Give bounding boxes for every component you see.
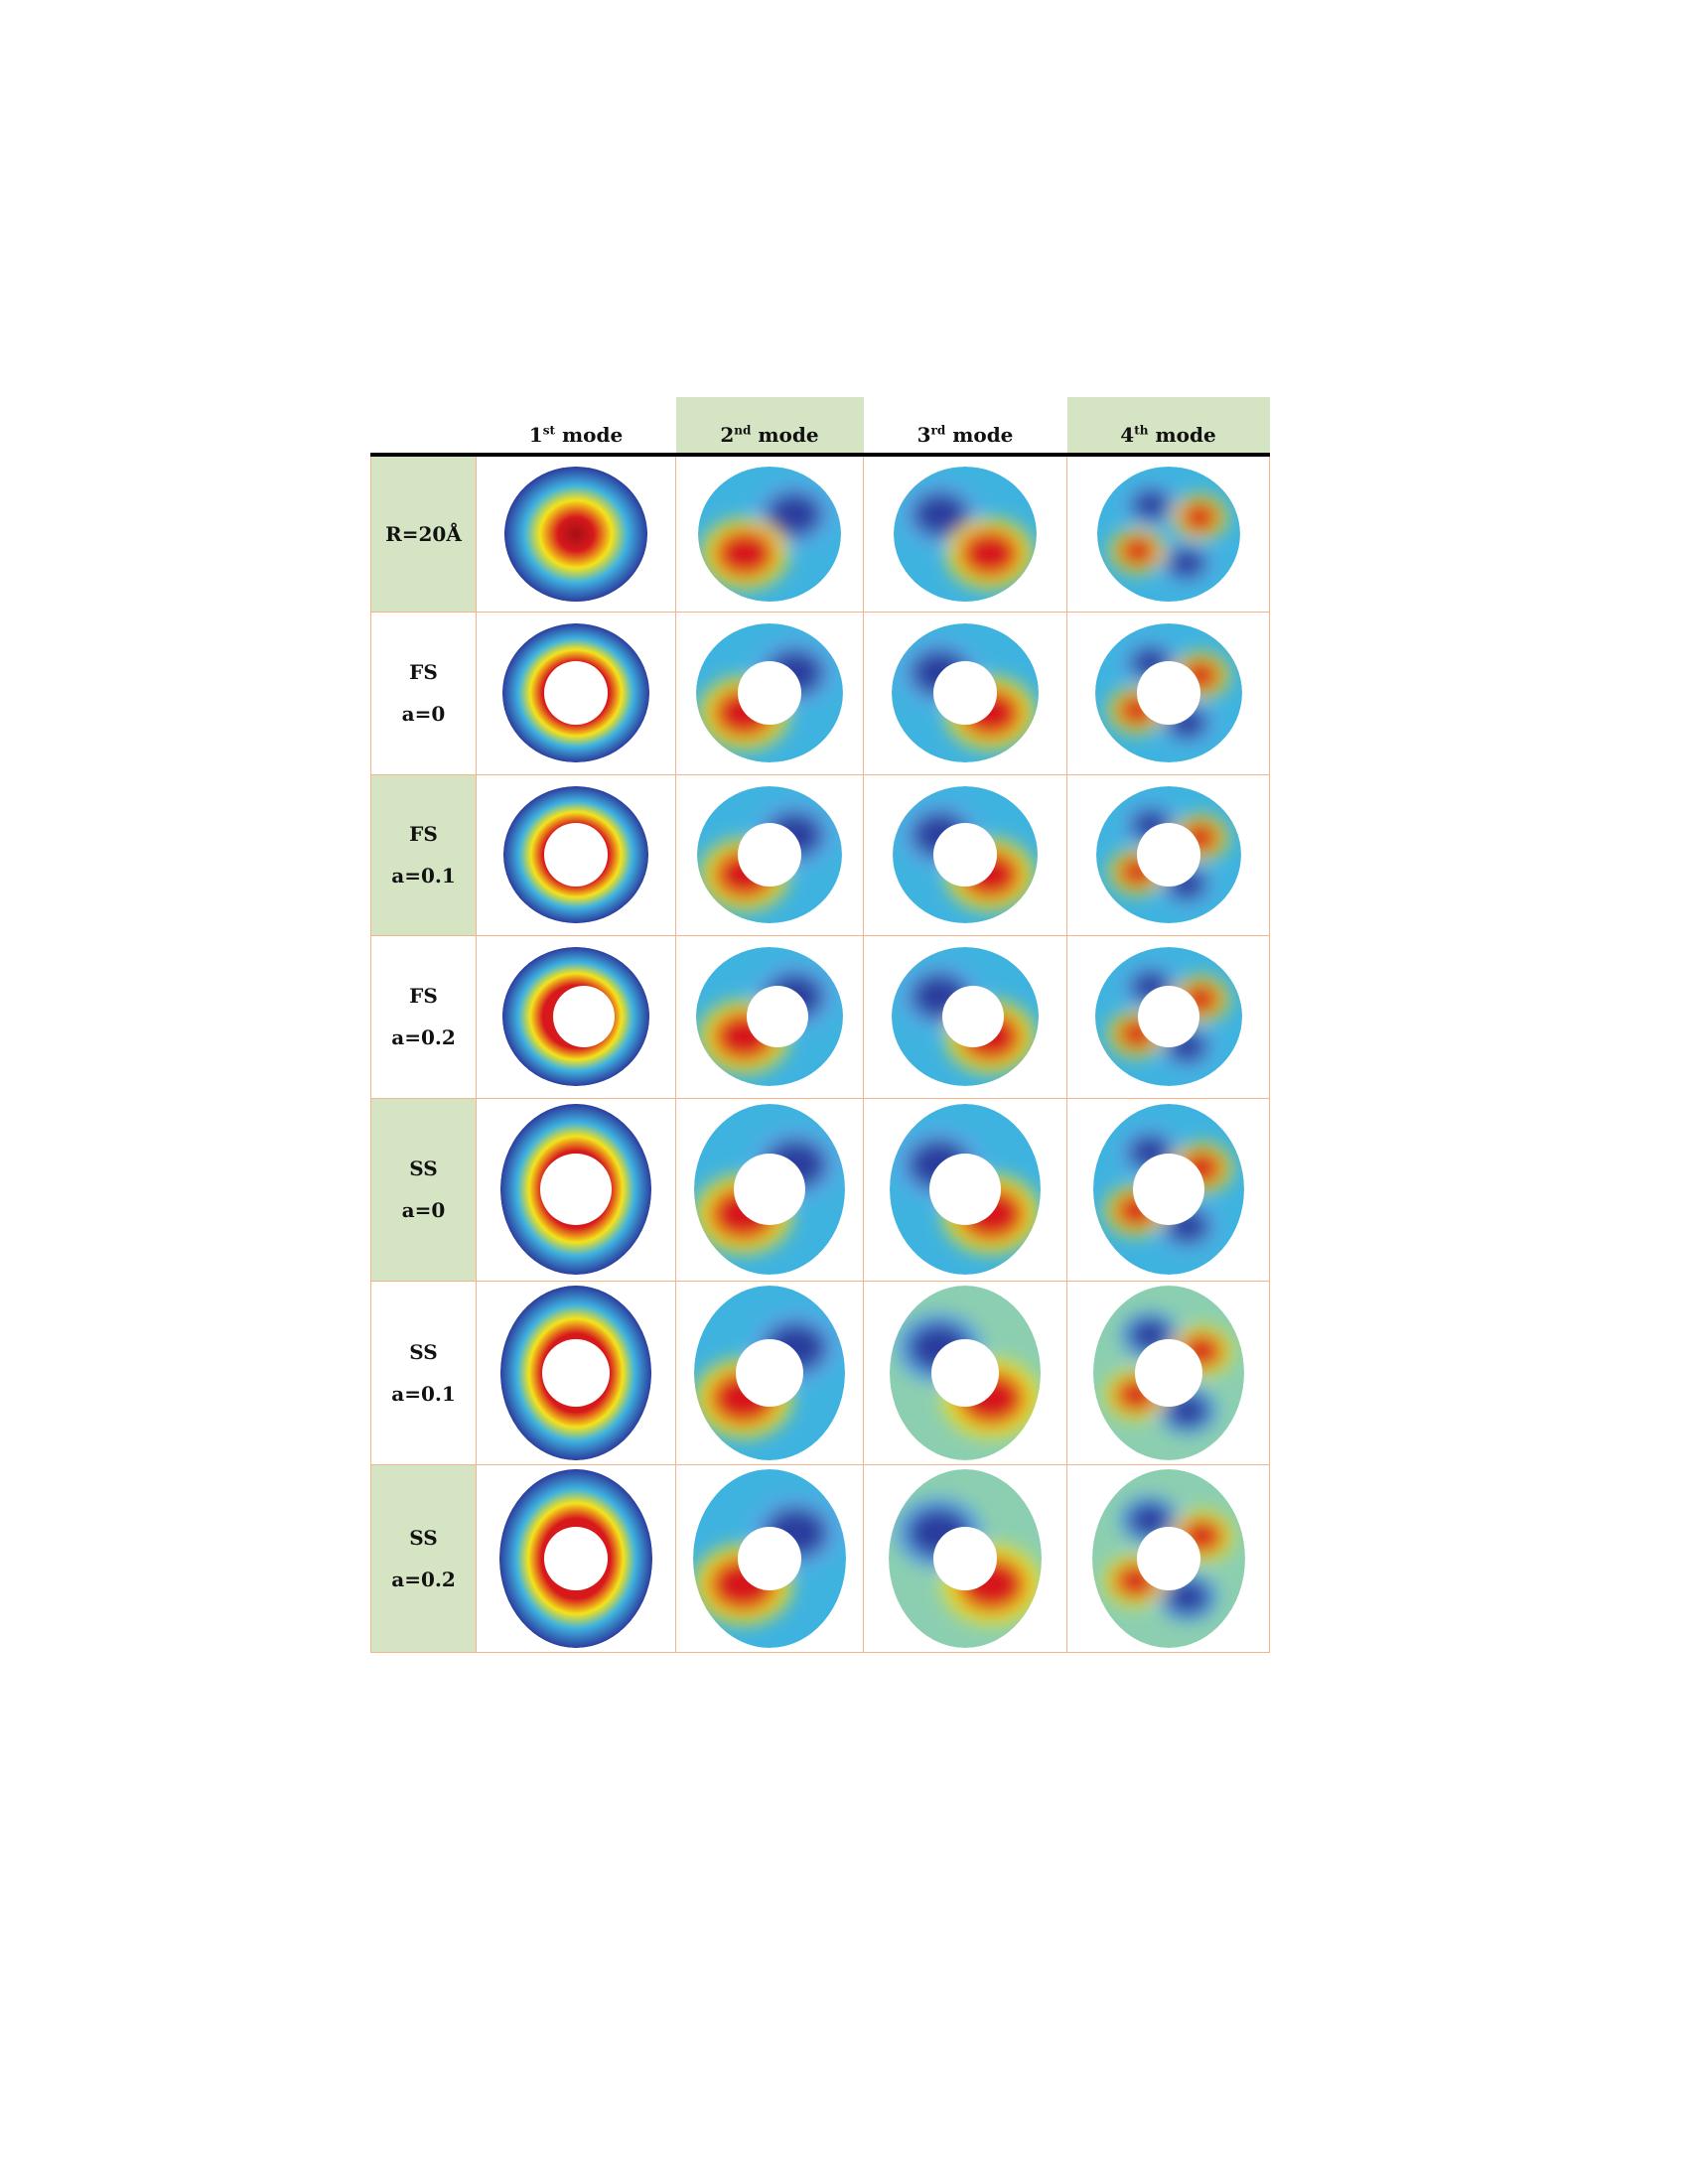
mode-shape-cell	[476, 611, 676, 775]
mode-shape-plot	[504, 466, 647, 602]
table-row: R=20Å	[370, 454, 1270, 613]
row-label: SS a=0	[370, 1097, 477, 1282]
row-label: R=20Å	[370, 454, 477, 613]
mode-shape-cell	[476, 1280, 676, 1465]
mode-shape-cell	[1066, 1280, 1270, 1465]
mode-shape-cell	[863, 454, 1067, 613]
mode-shape-cell	[863, 934, 1067, 1099]
row-label-line1: SS	[409, 1157, 438, 1180]
row-label-line2: a=0.2	[391, 1567, 456, 1591]
header-mode-3: 3rd mode	[863, 397, 1067, 457]
mode-shape-plot	[890, 1285, 1041, 1460]
row-label-line2: a=0.1	[391, 1381, 456, 1406]
row-label: SS a=0.1	[370, 1280, 477, 1465]
mode-shape-cell	[1066, 1097, 1270, 1282]
mode-shape-cell	[1066, 934, 1270, 1099]
mode-shape-cell	[476, 1463, 676, 1653]
mode-shape-plot	[696, 623, 843, 762]
mode-shape-cell	[863, 1463, 1067, 1653]
mode-shape-plot	[694, 1104, 845, 1275]
mode-shape-cell	[675, 1097, 864, 1282]
mode-shape-cell	[863, 611, 1067, 775]
table-row: SS a=0	[370, 1097, 1270, 1282]
row-label: SS a=0.2	[370, 1463, 477, 1653]
mode-shape-plot	[1092, 1104, 1244, 1275]
mode-shape-cell	[675, 934, 864, 1099]
mode-shape-plot	[892, 947, 1039, 1086]
mode-shape-plot	[894, 466, 1037, 602]
header-row: 1st mode 2nd mode 3rd mode 4th mode	[370, 397, 1270, 457]
mode-shape-cell	[675, 773, 864, 936]
mode-shape-plot	[697, 786, 842, 923]
mode-shape-plot	[502, 623, 649, 762]
mode-shape-cell	[863, 773, 1067, 936]
mode-shape-cell	[1066, 611, 1270, 775]
mode-shape-plot	[500, 1104, 651, 1275]
mode-shape-cell	[476, 454, 676, 613]
mode-shape-cell	[476, 1097, 676, 1282]
mode-shape-cell	[675, 454, 864, 613]
table-row: SS a=0.1	[370, 1280, 1270, 1465]
mode-shape-cell	[863, 1097, 1067, 1282]
mode-shape-plot	[890, 1104, 1041, 1275]
mode-shape-cell	[1066, 454, 1270, 613]
header-mode-4: 4th mode	[1066, 397, 1270, 457]
row-label-line1: FS	[409, 660, 438, 684]
row-label-line2: a=0	[401, 1198, 446, 1222]
row-label: FS a=0.2	[370, 934, 477, 1099]
mode-shape-plot	[1094, 623, 1242, 762]
row-label-line1: SS	[409, 1339, 438, 1364]
row-label-line1: SS	[409, 1525, 438, 1550]
mode-shape-plot	[893, 786, 1038, 923]
row-label: FS a=0.1	[370, 773, 477, 936]
mode-shape-cell	[675, 1280, 864, 1465]
mode-shape-plot	[502, 947, 649, 1086]
row-label-line1: FS	[409, 822, 438, 846]
mode-shape-cell	[675, 1463, 864, 1653]
mode-shape-plot	[1096, 466, 1240, 602]
mode-shape-plot	[694, 1285, 845, 1460]
mode-shape-plot	[1091, 1468, 1245, 1648]
header-mode-1: 1st mode	[476, 397, 676, 457]
mode-shape-plot	[499, 1468, 652, 1648]
row-label-line1: R=20Å	[385, 521, 462, 546]
mode-shape-plot	[1095, 786, 1241, 923]
row-label-line2: a=0.1	[391, 864, 456, 887]
mode-shape-plot	[500, 1285, 651, 1460]
table-row: FS a=0	[370, 611, 1270, 775]
mode-shape-plot	[1092, 1285, 1244, 1460]
mode-shape-table: 1st mode 2nd mode 3rd mode 4th mode R=20…	[370, 397, 1270, 1653]
table-row: SS a=0.2	[370, 1463, 1270, 1653]
table-row: FS a=0.2	[370, 934, 1270, 1099]
row-label-line2: a=0.2	[391, 1025, 456, 1049]
mode-shape-plot	[696, 947, 843, 1086]
mode-shape-cell	[1066, 1463, 1270, 1653]
mode-shape-plot	[698, 466, 841, 602]
mode-shape-cell	[675, 611, 864, 775]
mode-shape-cell	[476, 773, 676, 936]
table-row: FS a=0.1	[370, 773, 1270, 936]
mode-shape-cell	[476, 934, 676, 1099]
row-label: FS a=0	[370, 611, 477, 775]
row-label-line2: a=0	[401, 702, 446, 726]
header-mode-2: 2nd mode	[675, 397, 864, 457]
mode-shape-plot	[693, 1468, 846, 1648]
mode-shape-plot	[889, 1468, 1042, 1648]
row-label-line1: FS	[409, 984, 438, 1008]
mode-shape-plot	[1094, 947, 1242, 1086]
mode-shape-plot	[503, 786, 648, 923]
mode-shape-plot	[892, 623, 1039, 762]
mode-shape-cell	[1066, 773, 1270, 936]
corner-cell	[370, 397, 477, 457]
mode-shape-cell	[863, 1280, 1067, 1465]
